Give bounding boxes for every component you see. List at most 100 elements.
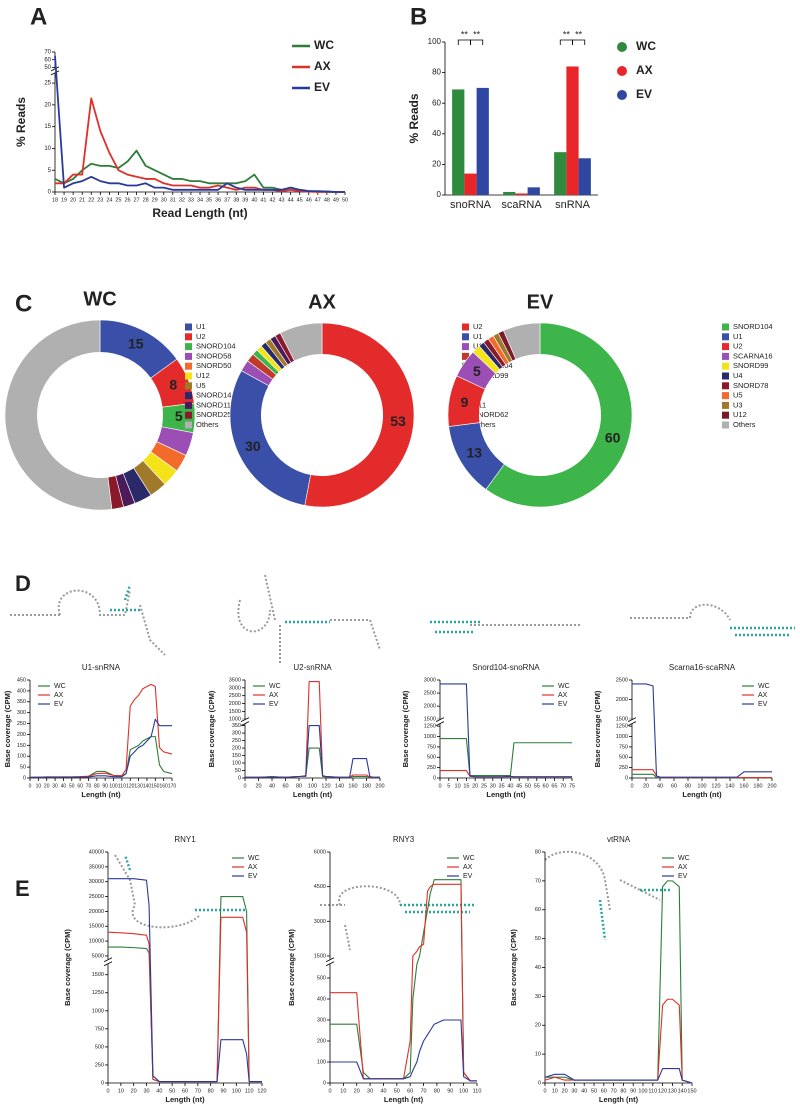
x-tick-label: 90 bbox=[630, 1088, 636, 1094]
structure bbox=[10, 589, 166, 656]
y-tick-label: 250 bbox=[619, 765, 628, 771]
data-label: 8 bbox=[169, 377, 177, 393]
axis-break bbox=[103, 961, 113, 967]
series-line bbox=[330, 1019, 477, 1082]
legend-swatch bbox=[462, 343, 469, 351]
data-label: 13 bbox=[466, 445, 482, 461]
x-tick-label: 140 bbox=[678, 1088, 687, 1094]
x-tick-label: 90 bbox=[102, 783, 108, 789]
y-tick-label: 100 bbox=[317, 1059, 326, 1065]
y-tick-label: 2000 bbox=[616, 697, 628, 703]
bar bbox=[527, 187, 540, 195]
y-tick-label: 0 bbox=[48, 190, 52, 196]
y-tick-label: 70 bbox=[535, 878, 541, 884]
bar bbox=[578, 158, 591, 195]
axis-break-gap bbox=[104, 959, 112, 965]
y-tick-label: 25000 bbox=[89, 894, 104, 900]
x-tick-label: 40 bbox=[657, 783, 663, 789]
x-tick-label: 160 bbox=[348, 783, 357, 789]
y-tick-label: 200 bbox=[317, 1038, 326, 1044]
legend-label: SNORD62 bbox=[473, 410, 508, 419]
legend-label: U3 bbox=[733, 400, 743, 409]
legend-label: U12 bbox=[733, 410, 747, 419]
x-tick-label: 120 bbox=[126, 783, 135, 789]
legend-swatch bbox=[185, 401, 192, 409]
x-tick-label: 50 bbox=[591, 1088, 597, 1094]
x-tick-label: 20 bbox=[472, 783, 478, 789]
chart-title: EV bbox=[527, 291, 554, 313]
x-tick-label: 200 bbox=[767, 783, 776, 789]
x-tick-label: 44 bbox=[288, 197, 294, 203]
x-tick-label: 49 bbox=[333, 197, 339, 203]
y-tick-label: 1500 bbox=[229, 709, 241, 715]
legend-label: U2 bbox=[196, 332, 206, 341]
y-tick-label: 400 bbox=[317, 996, 326, 1002]
legend-label: AX bbox=[678, 864, 688, 871]
y-tick-label: 50 bbox=[535, 936, 541, 942]
legend-label: AX bbox=[558, 692, 568, 699]
legend-label: Others bbox=[473, 420, 496, 429]
y-tick-label: 150 bbox=[232, 753, 241, 759]
series-line bbox=[29, 736, 173, 778]
x-tick-label: 0 bbox=[106, 1088, 109, 1094]
legend-label: WC bbox=[248, 855, 260, 862]
y-tick-label: 100 bbox=[17, 754, 26, 760]
y-tick-label: 1000 bbox=[92, 1008, 104, 1014]
y-tick-label: 450 bbox=[17, 677, 26, 683]
structure bbox=[320, 885, 401, 951]
x-tick-label: 40 bbox=[251, 197, 257, 203]
y-tick-label: 500 bbox=[619, 755, 628, 761]
x-tick-label: 80 bbox=[434, 1088, 440, 1094]
x-axis-label: Length (nt) bbox=[384, 1095, 424, 1104]
structure bbox=[598, 888, 670, 941]
legend-label: WC bbox=[463, 855, 475, 862]
legend-label: SNORD115 bbox=[196, 400, 235, 409]
legend-label: SNORD104 bbox=[733, 322, 773, 331]
series-line bbox=[55, 97, 345, 193]
x-tick-label: 130 bbox=[134, 783, 143, 789]
y-tick-label: 100 bbox=[232, 760, 241, 766]
y-tick-label: 1500 bbox=[92, 972, 104, 978]
chart-title: WC bbox=[83, 288, 116, 310]
legend-label: U1 bbox=[733, 332, 743, 341]
legend-label: U5 bbox=[733, 391, 743, 400]
y-tick-label: 30000 bbox=[89, 879, 104, 885]
annotation: ** bbox=[563, 29, 571, 39]
x-tick-label: 180 bbox=[753, 783, 762, 789]
legend-swatch bbox=[722, 401, 729, 409]
legend-label: EV bbox=[678, 873, 688, 880]
y-axis-label: Base coverage (CPM) bbox=[63, 929, 72, 1006]
legend-label: WC bbox=[54, 683, 66, 690]
y-tick-label: 150 bbox=[17, 743, 26, 749]
x-tick-label: 5 bbox=[447, 783, 450, 789]
chart-title: Scarna16-scaRNA bbox=[669, 663, 736, 672]
x-tick-label: 140 bbox=[335, 783, 344, 789]
legend-label: AX bbox=[636, 63, 653, 77]
x-tick-label: 120 bbox=[711, 783, 720, 789]
x-tick-label: 18 bbox=[52, 197, 58, 203]
x-tick-label: 130 bbox=[668, 1088, 677, 1094]
x-tick-label: 40 bbox=[581, 1088, 587, 1094]
y-tick-label: 10000 bbox=[89, 939, 104, 945]
series-line bbox=[440, 683, 572, 778]
x-tick-label: 24 bbox=[106, 197, 112, 203]
panel-label: C bbox=[15, 290, 32, 317]
data-label: 53 bbox=[390, 413, 406, 429]
series-line bbox=[632, 769, 772, 779]
x-tick-label: 60 bbox=[601, 1088, 607, 1094]
x-tick-label: 50 bbox=[169, 1088, 175, 1094]
x-tick-label: 30 bbox=[52, 783, 58, 789]
data-label: 9 bbox=[461, 394, 469, 410]
x-tick-label: 70 bbox=[420, 1088, 426, 1094]
legend-label: EV bbox=[463, 873, 473, 880]
y-tick-label: 60 bbox=[432, 98, 441, 107]
x-tick-label: 40 bbox=[156, 1088, 162, 1094]
legend-label: U1 bbox=[473, 332, 483, 341]
y-tick-label: 35000 bbox=[89, 864, 104, 870]
x-tick-label: 36 bbox=[215, 197, 221, 203]
y-tick-label: 6000 bbox=[314, 849, 326, 855]
y-tick-label: 60 bbox=[535, 907, 541, 913]
x-tick-label: 200 bbox=[375, 783, 384, 789]
x-tick-label: 45 bbox=[516, 783, 522, 789]
x-tick-label: 42 bbox=[269, 197, 275, 203]
